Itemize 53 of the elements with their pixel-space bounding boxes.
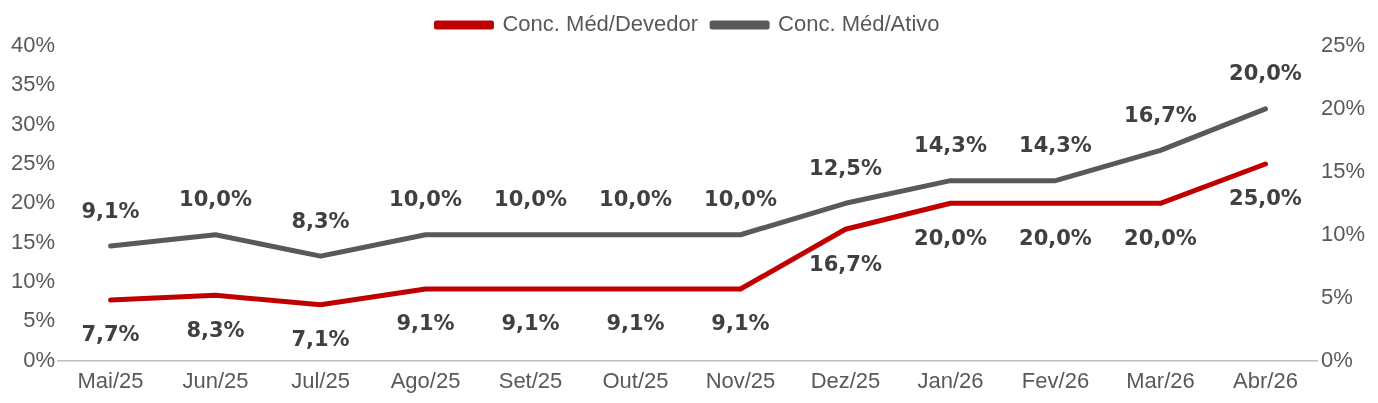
data-label: 9,1% [606,311,665,336]
x-tick-label: Jun/25 [182,367,249,393]
y2-tick-label: 10% [1320,220,1366,246]
x-tick-label: Nov/25 [705,367,776,393]
y2-tick-label: 20% [1320,94,1366,120]
data-label: 8,3% [186,317,245,342]
data-label: 16,7% [1124,102,1197,127]
data-label: 20,0% [1019,225,1092,250]
data-label: 9,1% [711,311,770,336]
y-tick-label: 15% [10,228,56,254]
data-label: 20,0% [1124,225,1197,250]
y-tick-label: 40% [10,32,56,58]
data-label: 25,0% [1229,186,1302,211]
data-label: 10,0% [179,187,252,212]
data-label: 20,0% [1229,61,1302,86]
data-label: 10,0% [704,187,777,212]
x-tick-label: Jul/25 [291,367,350,393]
data-label: 20,0% [914,225,987,250]
x-tick-label: Abr/26 [1233,367,1298,393]
x-tick-label: Set/25 [498,367,563,393]
y-tick-label: 35% [10,71,56,97]
y-tick-label: 25% [10,150,56,176]
y-tick-label: 0% [23,346,56,372]
data-label: 9,1% [501,311,560,336]
y2-tick-label: 0% [1320,346,1353,372]
y-tick-label: 10% [10,268,56,294]
data-label: 14,3% [914,133,987,158]
x-tick-label: Ago/25 [390,367,461,393]
data-label: 7,1% [291,327,350,352]
y2-tick-label: 15% [1320,157,1366,183]
y-tick-label: 30% [10,110,56,136]
data-label: 9,1% [81,198,140,223]
data-label: 12,5% [809,155,882,180]
legend-label: Conc. Méd/Devedor [502,11,699,37]
x-tick-label: Dez/25 [810,367,881,393]
x-tick-label: Mai/25 [77,367,144,393]
data-label: 10,0% [599,187,672,212]
x-tick-label: Mar/26 [1126,367,1195,393]
data-label: 10,0% [494,187,567,212]
x-tick-label: Fev/26 [1021,367,1090,393]
data-label: 8,3% [291,208,350,233]
y-tick-label: 5% [23,307,56,333]
x-tick-label: Out/25 [602,367,669,393]
x-tick-label: Jan/26 [917,367,984,393]
y-tick-label: 20% [10,189,56,215]
data-label: 7,7% [81,322,140,347]
legend-label: Conc. Méd/Ativo [778,11,940,37]
data-label: 10,0% [389,187,462,212]
y2-tick-label: 25% [1320,32,1366,58]
y2-tick-label: 5% [1320,283,1353,309]
data-label: 14,3% [1019,133,1092,158]
data-label: 9,1% [396,311,455,336]
data-label: 16,7% [809,251,882,276]
